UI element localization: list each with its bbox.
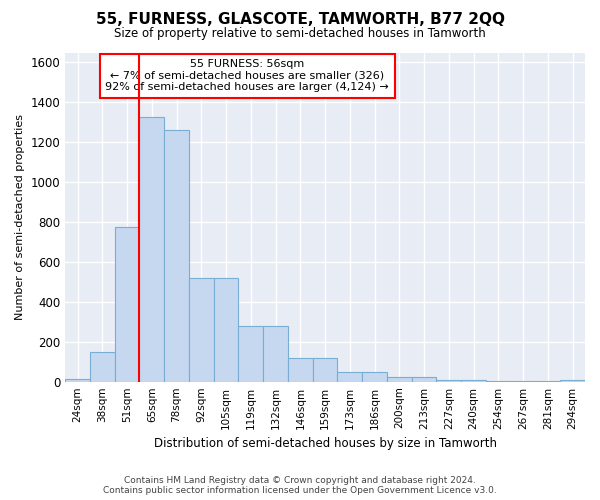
Bar	[189, 278, 214, 382]
Bar	[90, 352, 115, 382]
Bar	[461, 380, 486, 382]
Bar	[560, 380, 585, 382]
Text: 55, FURNESS, GLASCOTE, TAMWORTH, B77 2QQ: 55, FURNESS, GLASCOTE, TAMWORTH, B77 2QQ	[95, 12, 505, 28]
Bar	[313, 358, 337, 382]
X-axis label: Distribution of semi-detached houses by size in Tamworth: Distribution of semi-detached houses by …	[154, 437, 497, 450]
Text: Size of property relative to semi-detached houses in Tamworth: Size of property relative to semi-detach…	[114, 28, 486, 40]
Text: 55 FURNESS: 56sqm
← 7% of semi-detached houses are smaller (326)
92% of semi-det: 55 FURNESS: 56sqm ← 7% of semi-detached …	[105, 59, 389, 92]
Bar	[65, 378, 90, 382]
Bar	[263, 326, 288, 382]
Bar	[387, 376, 412, 382]
Bar	[115, 227, 139, 382]
Y-axis label: Number of semi-detached properties: Number of semi-detached properties	[15, 114, 25, 320]
Bar	[214, 278, 238, 382]
Bar	[238, 326, 263, 382]
Bar	[362, 372, 387, 382]
Bar	[164, 130, 189, 382]
Text: Contains HM Land Registry data © Crown copyright and database right 2024.
Contai: Contains HM Land Registry data © Crown c…	[103, 476, 497, 495]
Bar	[412, 376, 436, 382]
Bar	[436, 380, 461, 382]
Bar	[337, 372, 362, 382]
Bar	[288, 358, 313, 382]
Bar	[139, 118, 164, 382]
